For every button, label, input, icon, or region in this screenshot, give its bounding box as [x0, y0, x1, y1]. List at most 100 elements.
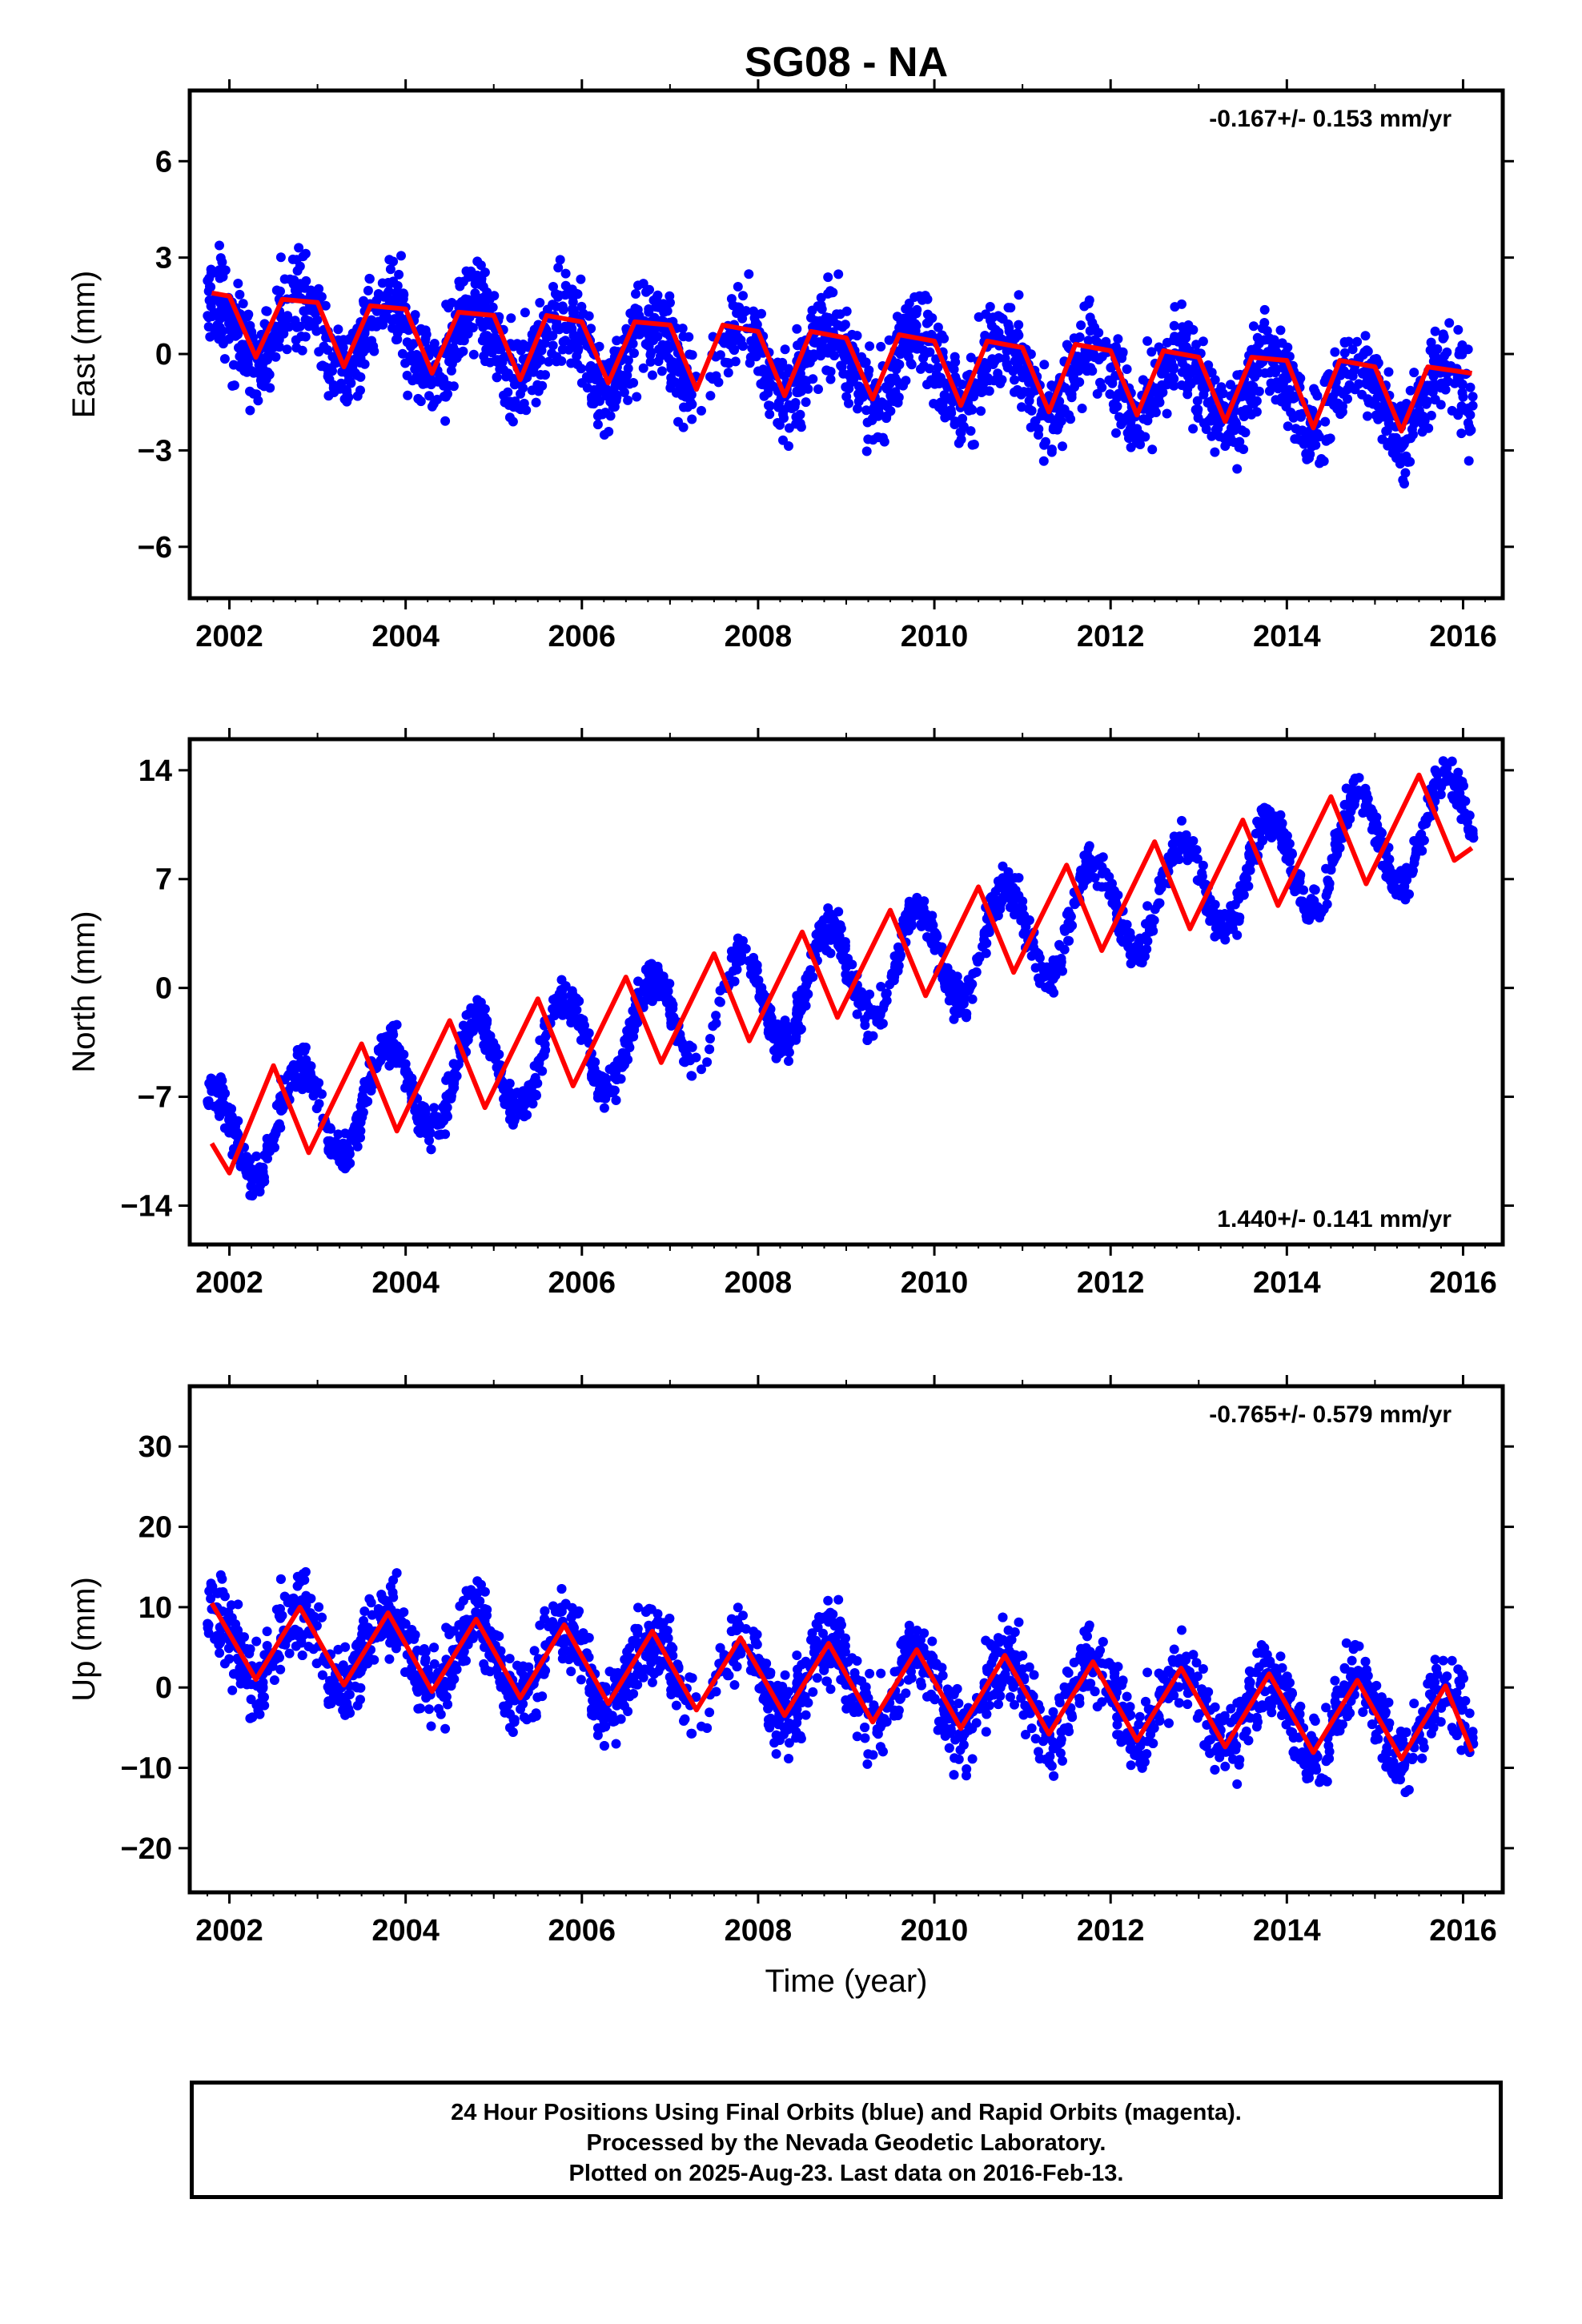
east-data-point: [277, 328, 287, 338]
east-data-point: [358, 347, 368, 357]
east-data-point: [674, 364, 685, 375]
east-data-point: [1026, 405, 1037, 416]
north-data-point: [1191, 845, 1202, 855]
east-data-point: [852, 331, 862, 341]
north-data-point: [1255, 827, 1266, 837]
north-data-point: [1106, 879, 1117, 889]
east-data-point: [1087, 318, 1098, 328]
east-data-point: [738, 291, 748, 301]
east-data-point: [552, 356, 562, 367]
east-data-point: [1010, 387, 1019, 397]
east-data-point: [1354, 379, 1364, 389]
east-data-point: [217, 312, 227, 323]
east-data-point: [535, 298, 545, 308]
east-data-point: [1218, 388, 1228, 399]
east-data-point: [1254, 386, 1264, 396]
east-data-point: [403, 390, 413, 400]
east-data-point: [925, 364, 934, 374]
east-data-point: [1169, 320, 1179, 331]
east-data-point: [472, 256, 483, 267]
east-data-point: [1094, 328, 1104, 338]
north-data-point: [1092, 881, 1102, 891]
east-data-point: [950, 372, 961, 382]
east-data-point: [1014, 330, 1024, 340]
north-data-point: [574, 996, 584, 1007]
north-data-point: [449, 1068, 460, 1079]
east-data-point: [656, 366, 667, 376]
east-data-point: [203, 312, 214, 323]
north-data-point: [1441, 768, 1452, 778]
north-data-point: [358, 1108, 368, 1117]
north-data-point: [275, 1123, 286, 1133]
north-data-point: [597, 1092, 608, 1103]
east-data-point: [586, 360, 596, 371]
east-data-point: [877, 432, 888, 443]
north-data-point: [890, 959, 901, 970]
east-data-point: [687, 350, 697, 360]
east-data-point: [1275, 325, 1286, 336]
east-data-point: [371, 319, 381, 329]
north-data-point: [940, 978, 950, 988]
east-data-point: [561, 324, 572, 335]
north-data-point: [1034, 949, 1044, 959]
east-data-point: [400, 358, 411, 368]
east-data-point: [227, 380, 238, 391]
east-x-tick-label: 2004: [371, 620, 440, 653]
east-data-point: [1263, 347, 1273, 357]
east-data-point: [1264, 386, 1275, 396]
east-y-axis-label: East (mm): [66, 271, 102, 418]
north-data-point: [799, 995, 809, 1005]
east-data-point: [995, 378, 1006, 388]
east-data-point: [853, 404, 862, 414]
east-data-point: [1038, 456, 1049, 466]
north-data-point: [1310, 885, 1320, 895]
east-data-point: [1301, 436, 1311, 447]
east-data-point: [898, 313, 909, 324]
east-data-point: [314, 347, 324, 357]
north-data-point: [1326, 865, 1336, 875]
east-data-point: [678, 332, 689, 342]
east-data-point: [399, 289, 409, 300]
east-velocity-label: -0.167+/- 0.153 mm/yr: [1209, 106, 1452, 132]
east-data-point: [1251, 344, 1261, 354]
east-data-point: [884, 335, 894, 345]
east-data-point: [1417, 427, 1427, 437]
east-data-point: [744, 269, 754, 279]
east-data-point: [885, 379, 895, 389]
east-data-point: [797, 380, 807, 391]
east-data-point: [550, 288, 560, 299]
east-data-point: [1146, 347, 1157, 357]
east-data-point: [1409, 368, 1419, 378]
east-data-point: [1182, 363, 1191, 373]
east-data-point: [257, 380, 267, 389]
east-data-point: [279, 274, 290, 284]
east-data-point: [215, 240, 224, 251]
north-data-point: [589, 1064, 600, 1074]
east-data-point: [1362, 380, 1372, 390]
east-data-point: [705, 391, 716, 401]
east-data-point: [827, 340, 837, 351]
east-data-point: [323, 372, 333, 381]
east-data-point: [239, 342, 248, 352]
east-data-point: [506, 313, 516, 324]
north-data-point: [878, 1003, 889, 1014]
north-data-point: [656, 983, 667, 994]
east-data-point: [206, 282, 216, 292]
east-data-point: [1463, 418, 1473, 428]
east-data-point: [508, 416, 518, 427]
east-data-point: [290, 316, 300, 326]
east-data-point: [1339, 337, 1350, 347]
east-data-point: [323, 391, 334, 401]
east-data-point: [1077, 404, 1087, 413]
east-data-point: [1237, 425, 1247, 436]
east-data-point: [1133, 428, 1143, 438]
east-data-point: [779, 371, 789, 381]
east-data-point: [1065, 387, 1075, 397]
east-data-point: [292, 266, 303, 276]
east-data-point: [391, 335, 401, 345]
east-data-point: [841, 306, 852, 316]
east-data-point: [976, 406, 986, 416]
east-data-point: [1034, 430, 1043, 440]
east-data-point: [1192, 396, 1203, 406]
north-data-point: [754, 992, 765, 1002]
